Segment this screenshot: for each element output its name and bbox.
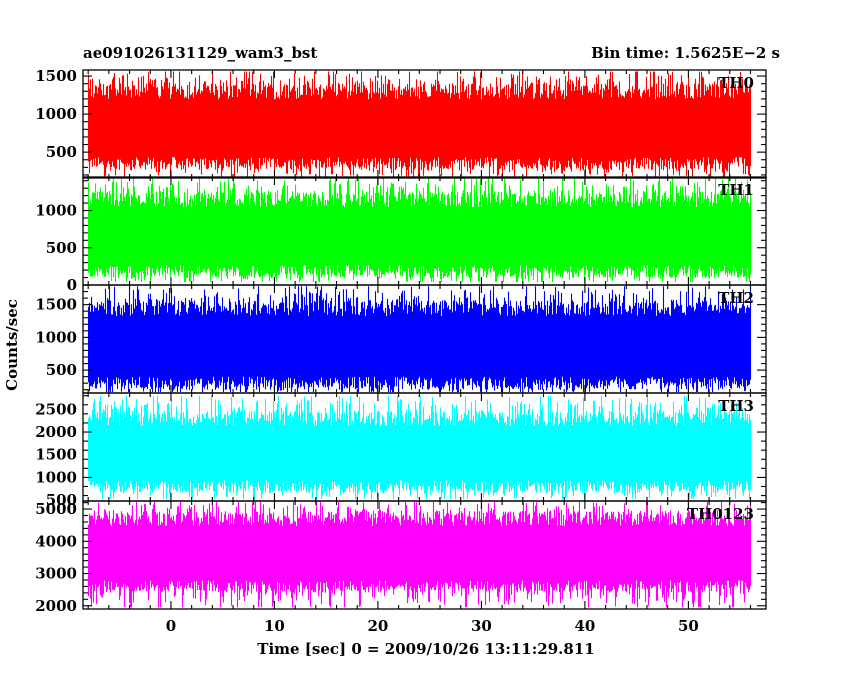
y-tick-label: 1000 (35, 468, 77, 486)
x-tick-label: 10 (264, 617, 285, 635)
y-tick-label: 1500 (35, 67, 77, 85)
y-tick-label: 500 (46, 239, 77, 257)
x-tick-label: 30 (471, 617, 492, 635)
y-tick-label: 3000 (35, 565, 77, 583)
y-tick-label: 1500 (35, 446, 77, 464)
panel-label-th2: TH2 (718, 289, 754, 307)
panel-th3 (87, 395, 752, 500)
panel-frame (82, 69, 767, 179)
panel-frame (82, 500, 767, 610)
bin-time-label: Bin time: 1.5625E−2 s (591, 44, 780, 62)
panel-label-th1: TH1 (718, 181, 754, 199)
y-tick-label: 2500 (35, 400, 77, 418)
series-th1 (87, 178, 752, 282)
y-tick-label: 2000 (35, 597, 77, 615)
panel-label-th0123: TH0123 (687, 505, 754, 523)
y-tick-label: 1000 (35, 202, 77, 220)
panel-label-th3: TH3 (718, 397, 754, 415)
x-tick-label: 50 (678, 617, 699, 635)
y-tick-label: 1000 (35, 328, 77, 346)
x-axis-label: Time [sec] 0 = 2009/10/26 13:11:29.811 (257, 640, 594, 658)
y-tick-label: 500 (46, 143, 77, 161)
y-tick-label: 0 (67, 276, 77, 294)
series-th2 (87, 286, 752, 392)
panel-label-th0: TH0 (718, 74, 754, 92)
y-tick-label: 500 (46, 491, 77, 509)
observation-id: ae091026131129_wam3_bst (83, 44, 318, 62)
series-th0123 (87, 502, 752, 608)
y-tick-label: 2000 (35, 423, 77, 441)
series-th0 (87, 71, 752, 177)
panels-layer (87, 71, 752, 608)
x-tick-label: 20 (367, 617, 388, 635)
y-axis-label: Counts/sec (3, 299, 21, 391)
y-tick-label: 4000 (35, 532, 77, 550)
y-tick-label: 1000 (35, 105, 77, 123)
panel-th1 (87, 178, 752, 282)
y-tick-label: 1500 (35, 296, 77, 314)
series-th3 (87, 395, 752, 500)
x-tick-label: 40 (574, 617, 595, 635)
panel-th0123 (87, 502, 752, 608)
x-tick-label: 0 (166, 617, 176, 635)
y-tick-label: 500 (46, 361, 77, 379)
panel-th2 (87, 286, 752, 392)
panel-th0 (87, 71, 752, 177)
y-tick-label: 5000 (35, 500, 77, 518)
